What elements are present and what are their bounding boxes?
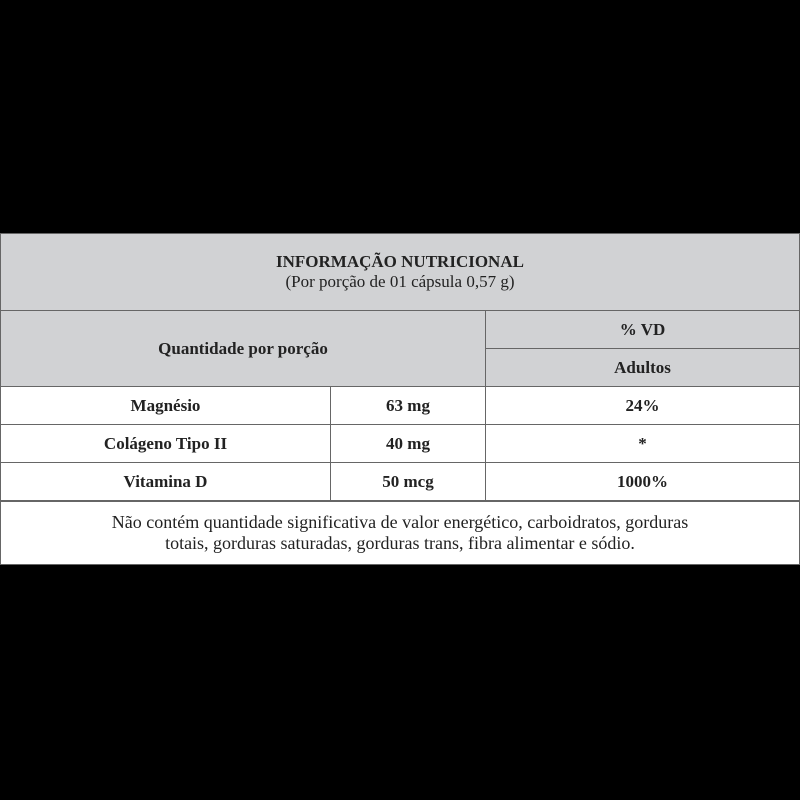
- table-cell: Colágeno Tipo II: [0, 424, 331, 463]
- column-header: Quantidade por porção: [158, 338, 328, 358]
- title: INFORMAÇÃO NUTRICIONAL: [276, 252, 524, 271]
- cell-text: 24%: [625, 395, 660, 415]
- quantity-header: Quantidade por porção: [0, 310, 486, 387]
- vd-header: % VD: [485, 310, 800, 349]
- cell-text: 50 mcg: [382, 471, 434, 491]
- footer-line: totais, gorduras saturadas, gorduras tra…: [165, 533, 635, 553]
- title-cell: INFORMAÇÃO NUTRICIONAL (Por porção de 01…: [0, 233, 800, 311]
- subtitle: (Por porção de 01 cápsula 0,57 g): [285, 272, 515, 291]
- cell-text: *: [638, 433, 647, 453]
- table-cell: 63 mg: [330, 386, 486, 425]
- cell-text: 63 mg: [386, 395, 430, 415]
- table-cell: *: [485, 424, 800, 463]
- table-cell: 50 mcg: [330, 462, 486, 501]
- table-cell: 24%: [485, 386, 800, 425]
- column-header: Adultos: [614, 357, 671, 377]
- cell-text: 1000%: [617, 471, 668, 491]
- footer-line: Não contém quantidade significativa de v…: [111, 512, 689, 532]
- table-cell: Vitamina D: [0, 462, 331, 501]
- group-header: Adultos: [485, 348, 800, 387]
- table-cell: 1000%: [485, 462, 800, 501]
- footer-cell: Não contém quantidade significativa de v…: [0, 501, 800, 565]
- cell-text: 40 mg: [386, 433, 430, 453]
- cell-text: Vitamina D: [123, 471, 208, 491]
- table-cell: 40 mg: [330, 424, 486, 463]
- column-header: % VD: [619, 319, 666, 339]
- cell-text: Magnésio: [130, 395, 201, 415]
- cell-text: Colágeno Tipo II: [103, 433, 228, 453]
- table-cell: Magnésio: [0, 386, 331, 425]
